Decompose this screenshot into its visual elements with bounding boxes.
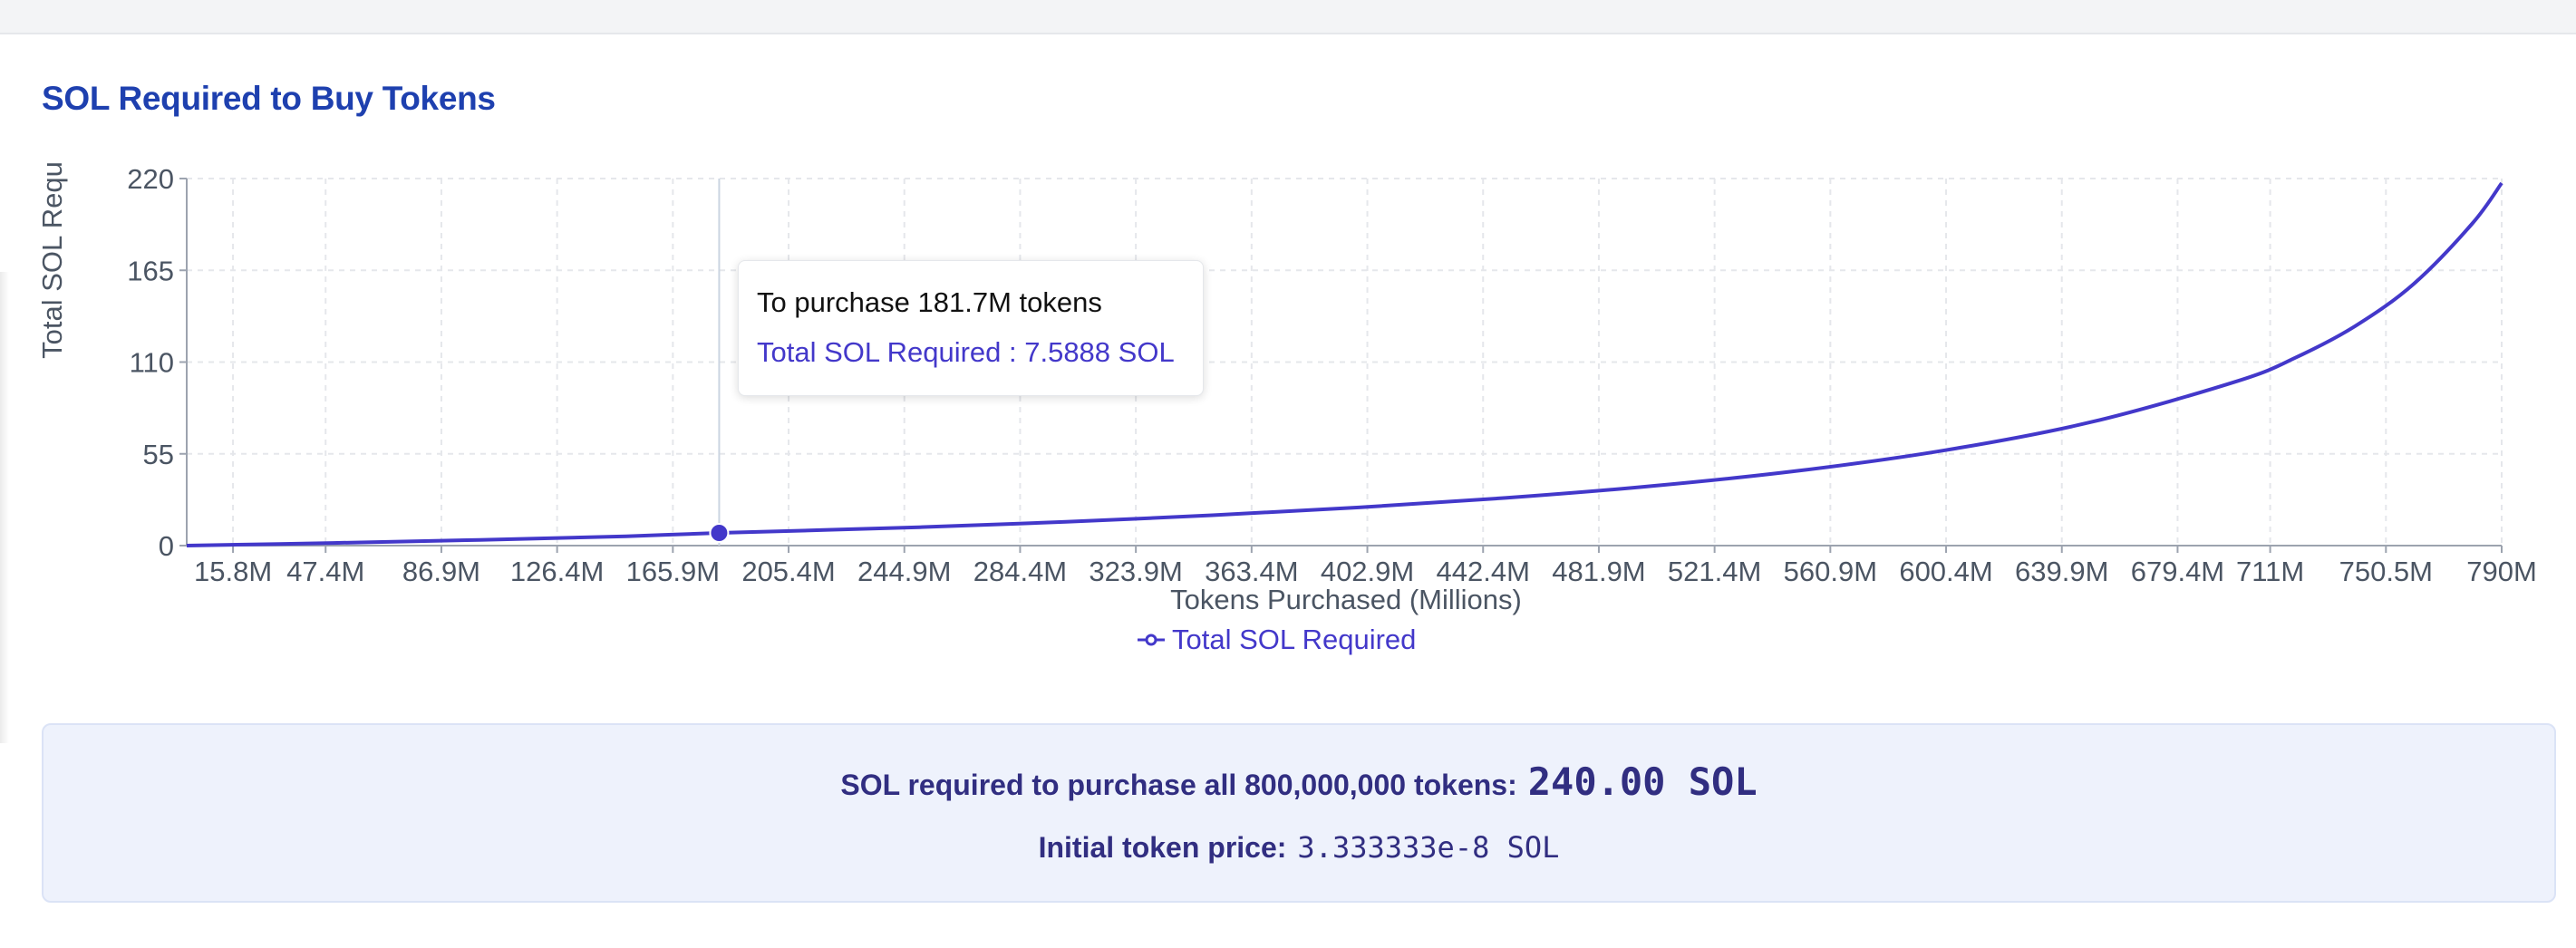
line-chart[interactable]: 0 55 110 165 220 15.8M 47.4M 86.9M 126.4M 165.9M 2… (0, 145, 2576, 625)
legend-label: Total SOL Required (1172, 624, 1417, 655)
x-tick-label: 402.9M (1321, 556, 1414, 587)
x-tick-label: 284.4M (973, 556, 1067, 587)
summary-price-row: Initial token price: 3.333333e-8 SOL (44, 830, 2554, 865)
x-tick-label: 244.9M (857, 556, 951, 587)
x-tick-label: 481.9M (1552, 556, 1645, 587)
x-tick-label: 165.9M (626, 556, 720, 587)
y-tick-label: 55 (143, 439, 174, 470)
y-tick-label: 0 (159, 530, 174, 562)
tick-labels: 0 55 110 165 220 15.8M 47.4M 86.9M 126.4M 165.9M 2… (127, 163, 2537, 587)
x-tick-label: 442.4M (1437, 556, 1530, 587)
chart-tooltip: To purchase 181.7M tokens Total SOL Requ… (738, 260, 1204, 396)
tooltip-value: Total SOL Required : 7.5888 SOL (757, 336, 1175, 368)
y-tick-label: 165 (127, 255, 174, 286)
active-data-point (709, 523, 730, 544)
x-tick-label: 363.4M (1205, 556, 1298, 587)
y-tick-label: 110 (130, 347, 174, 379)
x-tick-label: 205.4M (741, 556, 835, 587)
summary-panel: SOL required to purchase all 800,000,000… (42, 723, 2556, 903)
x-tick-label: 679.4M (2131, 556, 2224, 587)
side-shadow (0, 272, 9, 743)
tooltip-heading: To purchase 181.7M tokens (757, 286, 1102, 318)
x-tick-label: 86.9M (402, 556, 480, 587)
series-line-total-sol (186, 181, 2503, 547)
x-tick-label: 600.4M (1899, 556, 1992, 587)
x-tick-label: 750.5M (2339, 556, 2433, 587)
grid-lines (187, 178, 2503, 546)
axes (179, 178, 2503, 553)
chart-legend[interactable]: Total SOL Required (1138, 624, 1416, 656)
x-axis-title: Tokens Purchased (Millions) (1170, 584, 1522, 615)
y-tick-label: 220 (127, 163, 174, 195)
x-tick-label: 521.4M (1668, 556, 1761, 587)
x-tick-label: 639.9M (2015, 556, 2108, 587)
x-tick-label: 126.4M (510, 556, 604, 587)
summary-total-value: 240.00 SOL (1527, 759, 1758, 804)
summary-total-row: SOL required to purchase all 800,000,000… (44, 759, 2554, 804)
x-tick-label: 711M (2236, 556, 2304, 587)
y-axis-title: Total SOL Requ (36, 161, 68, 359)
x-tick-label: 790M (2466, 556, 2537, 587)
chart-title: SOL Required to Buy Tokens (42, 80, 496, 117)
summary-price-label: Initial token price: (1038, 831, 1287, 864)
x-tick-label: 47.4M (286, 556, 364, 587)
summary-price-value: 3.333333e-8 SOL (1297, 830, 1560, 865)
summary-total-label: SOL required to purchase all 800,000,000… (840, 769, 1517, 801)
x-tick-label: 15.8M (194, 556, 272, 587)
x-tick-label: 323.9M (1089, 556, 1182, 587)
series (186, 179, 2503, 547)
x-tick-label: 560.9M (1784, 556, 1877, 587)
legend-line-icon (1138, 634, 1165, 646)
